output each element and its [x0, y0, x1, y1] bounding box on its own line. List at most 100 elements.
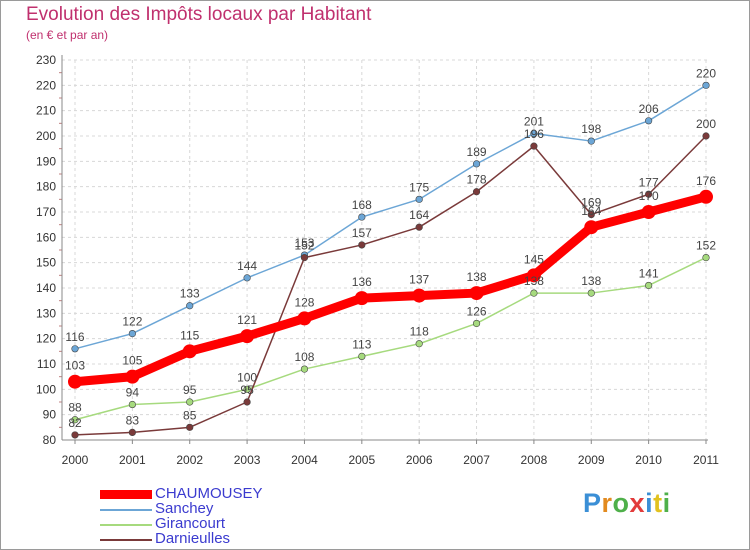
data-point-darnieulles [186, 423, 194, 431]
data-label-darnieulles: 152 [294, 239, 314, 253]
logo-letter: i [662, 488, 671, 518]
data-point-darnieulles [415, 223, 423, 231]
data-label-girancourt: 141 [639, 266, 659, 280]
data-point-chaumousey [469, 286, 484, 301]
data-point-darnieulles [530, 142, 538, 150]
data-label-girancourt: 88 [68, 401, 82, 415]
data-label-sanchey: 198 [581, 122, 601, 136]
data-label-sanchey: 189 [467, 145, 487, 159]
data-label-darnieulles: 196 [524, 127, 544, 141]
y-tick-label: 120 [36, 332, 56, 346]
x-tick-label: 2004 [291, 453, 318, 467]
logo-letter: r [601, 488, 613, 518]
data-point-sanchey [71, 345, 79, 353]
y-tick-label: 210 [36, 104, 56, 118]
x-tick-label: 2002 [176, 453, 203, 467]
data-label-girancourt: 113 [352, 337, 371, 351]
data-point-chaumousey [526, 268, 541, 283]
y-tick-label: 80 [43, 433, 57, 447]
data-label-sanchey: 122 [122, 315, 142, 329]
data-label-girancourt: 138 [581, 274, 601, 288]
chart-subtitle: (en € et par an) [26, 28, 109, 42]
data-label-sanchey: 133 [180, 287, 200, 301]
logo-letter: P [583, 488, 602, 518]
data-label-darnieulles: 178 [467, 173, 487, 187]
data-label-darnieulles: 95 [240, 383, 254, 397]
legend-swatch-girancourt [100, 524, 152, 526]
data-label-chaumousey: 137 [409, 273, 429, 287]
y-tick-label: 220 [36, 78, 56, 92]
data-point-chaumousey [125, 369, 140, 384]
data-point-girancourt [358, 352, 366, 361]
data-label-chaumousey: 136 [352, 275, 372, 289]
data-label-sanchey: 116 [65, 330, 84, 344]
y-tick-label: 230 [36, 53, 56, 67]
data-label-sanchey: 144 [237, 259, 257, 273]
data-point-sanchey [243, 274, 251, 282]
data-point-chaumousey [182, 344, 197, 359]
data-point-girancourt [415, 340, 423, 348]
data-point-chaumousey [641, 205, 656, 219]
x-tick-label: 2011 [693, 453, 719, 467]
x-tick-label: 2001 [119, 453, 146, 467]
data-point-sanchey [645, 117, 653, 125]
series-line-chaumousey [74, 192, 708, 387]
x-tick-label: 2010 [635, 453, 662, 467]
data-point-darnieulles [472, 188, 481, 196]
data-label-darnieulles: 157 [352, 226, 372, 240]
series-group [68, 81, 713, 439]
data-label-darnieulles: 177 [639, 175, 659, 189]
data-label-girancourt: 95 [183, 383, 197, 397]
data-label-darnieulles: 83 [126, 413, 140, 427]
data-point-chaumousey [412, 288, 427, 303]
data-label-chaumousey: 176 [696, 174, 716, 188]
legend-label-darnieulles: Darnieulles [155, 530, 231, 547]
y-tick-label: 110 [37, 357, 56, 371]
legend-label-girancourt: Girancourt [155, 515, 226, 532]
data-point-chaumousey [240, 329, 255, 344]
proxiti-logo: Proxiti [583, 488, 671, 519]
data-label-girancourt: 100 [237, 370, 257, 384]
legend-swatch-darnieulles [100, 539, 152, 541]
data-label-chaumousey: 145 [524, 252, 544, 266]
logo-letter: i [645, 488, 654, 518]
data-label-girancourt: 138 [524, 274, 544, 288]
data-point-girancourt [587, 289, 595, 297]
series-line-girancourt [74, 256, 707, 421]
data-label-sanchey: 206 [639, 102, 659, 116]
data-label-sanchey: 153 [294, 236, 314, 250]
data-point-sanchey [702, 81, 710, 89]
x-tick-label: 2009 [578, 453, 605, 467]
y-tick-label: 170 [36, 205, 56, 219]
legend-swatch-sanchey [100, 509, 152, 511]
y-tick-label: 100 [36, 382, 56, 396]
data-point-chaumousey [699, 189, 713, 204]
logo-letter: o [612, 488, 630, 518]
data-point-sanchey [186, 302, 194, 310]
data-label-sanchey: 175 [409, 180, 429, 194]
y-tick-label: 150 [36, 256, 56, 270]
x-tick-label: 2005 [348, 453, 375, 467]
data-label-girancourt: 152 [696, 239, 716, 253]
data-label-darnieulles: 85 [183, 408, 197, 422]
data-label-sanchey: 201 [524, 114, 544, 128]
data-label-chaumousey: 128 [294, 295, 314, 309]
data-label-darnieulles: 82 [68, 416, 82, 430]
data-point-sanchey [530, 129, 538, 138]
data-point-girancourt [243, 385, 251, 393]
data-point-sanchey [128, 330, 136, 338]
data-point-chaumousey [297, 311, 312, 326]
y-tick-label: 180 [36, 180, 56, 194]
data-label-girancourt: 126 [467, 304, 487, 318]
legend-label-chaumousey: CHAUMOUSEY [155, 485, 263, 502]
data-point-chaumousey [354, 291, 369, 306]
axis-ticks: 8090100110120130140150160170180190200210… [36, 53, 719, 467]
data-label-chaumousey: 115 [180, 328, 199, 342]
data-point-darnieulles [358, 241, 366, 249]
x-tick-label: 2000 [62, 453, 89, 467]
data-point-girancourt [645, 281, 653, 290]
legend-label-sanchey: Sanchey [155, 500, 214, 517]
data-label-chaumousey: 170 [639, 189, 659, 203]
data-point-darnieulles [587, 210, 595, 219]
